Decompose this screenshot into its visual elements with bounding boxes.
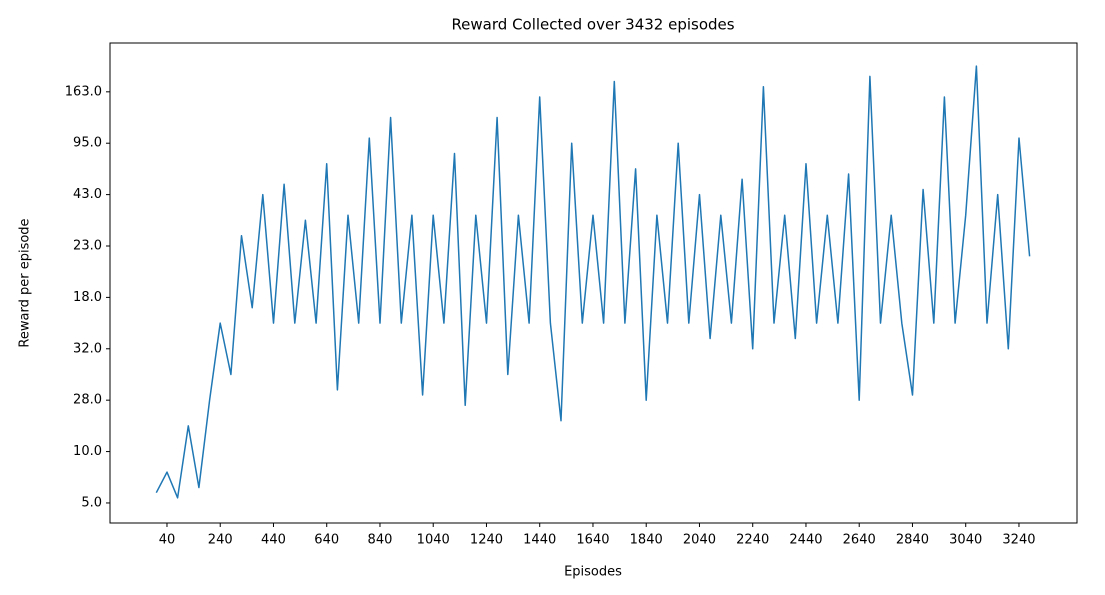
x-tick-label: 1640 bbox=[576, 533, 609, 548]
x-tick-label: 2640 bbox=[843, 533, 876, 548]
y-axis-label: Reward per episode bbox=[18, 218, 33, 347]
x-tick-label: 2840 bbox=[896, 533, 929, 548]
x-tick-label: 3040 bbox=[949, 533, 982, 548]
x-tick-label: 1040 bbox=[417, 533, 450, 548]
y-tick-label: 18.0 bbox=[73, 290, 102, 305]
x-tick-label: 440 bbox=[261, 533, 286, 548]
y-tick-label: 43.0 bbox=[73, 187, 102, 202]
chart-title: Reward Collected over 3432 episodes bbox=[451, 16, 734, 34]
x-tick-label: 3240 bbox=[1002, 533, 1035, 548]
x-tick-label: 1240 bbox=[470, 533, 503, 548]
y-tick-label: 32.0 bbox=[73, 341, 102, 356]
y-tick-label: 5.0 bbox=[81, 495, 102, 510]
y-tick-label: 10.0 bbox=[73, 444, 102, 459]
y-tick-label: 163.0 bbox=[65, 84, 102, 99]
x-tick-label: 2440 bbox=[789, 533, 822, 548]
x-tick-label: 840 bbox=[368, 533, 393, 548]
x-axis-label: Episodes bbox=[564, 565, 622, 580]
x-tick-label: 40 bbox=[159, 533, 176, 548]
plot-frame bbox=[109, 42, 1078, 524]
x-tick-label: 2240 bbox=[736, 533, 769, 548]
y-tick-label: 23.0 bbox=[73, 238, 102, 253]
y-tick-label: 95.0 bbox=[73, 136, 102, 151]
x-tick-label: 2040 bbox=[683, 533, 716, 548]
data-line bbox=[155, 65, 1031, 499]
x-tick-label: 1440 bbox=[523, 533, 556, 548]
x-tick-label: 640 bbox=[314, 533, 339, 548]
x-tick-label: 1840 bbox=[630, 533, 663, 548]
y-tick-label: 28.0 bbox=[73, 393, 102, 408]
x-tick-label: 240 bbox=[208, 533, 233, 548]
